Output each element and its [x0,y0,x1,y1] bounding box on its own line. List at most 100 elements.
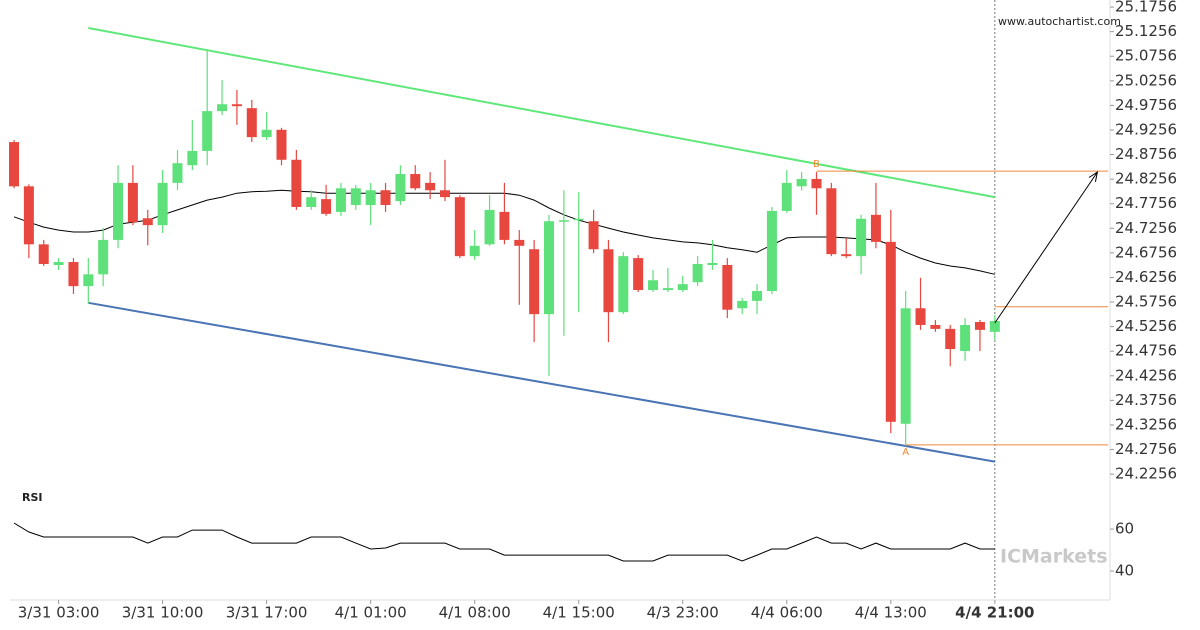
candle-body [588,221,599,250]
candle-body [826,188,837,255]
y-tick-label: 24.9256 [1115,120,1177,138]
candle-body [187,150,198,166]
x-tick-label: 4/4 13:00 [855,604,927,622]
candle-body [529,249,540,315]
y-tick-label: 24.2256 [1115,465,1177,483]
candle-body [439,190,450,198]
channel-line [88,301,995,463]
x-tick-label: 4/4 06:00 [751,604,823,622]
candle-body [127,182,138,223]
y-tick-label: 24.8756 [1115,145,1177,163]
logo: ICMarkets [1000,546,1108,568]
y-tick-label: 24.8256 [1115,170,1177,188]
candle-body [974,322,985,330]
x-tick-label: 4/3 23:00 [647,604,719,622]
y-tick-label: 25.0756 [1115,47,1177,65]
y-tick-label: 25.0256 [1115,71,1177,89]
candle-body [113,182,124,240]
candle-body [811,178,822,189]
level-label: A [902,447,909,458]
candle-body [380,190,391,206]
candle-body [484,209,495,245]
y-tick-label: 24.6256 [1115,268,1177,286]
candle-body [38,244,49,264]
candle-body [752,291,763,301]
candle-body [662,288,673,291]
y-tick-label: 24.7256 [1115,219,1177,237]
candle-body [856,218,867,257]
rsi-line [13,522,995,562]
candle-body [499,211,510,240]
candle-body [172,163,183,183]
candle-body [870,214,881,242]
y-tick-label: 24.4256 [1115,366,1177,384]
candle-body [722,264,733,310]
y-tick-label: 24.2756 [1115,440,1177,458]
candle-body [573,218,584,221]
candle-body [558,220,569,222]
y-tick-label: 24.5756 [1115,293,1177,311]
y-tick-label: 25.1756 [1115,0,1177,16]
candle-body [410,174,421,189]
candle-body [737,300,748,309]
level-label: B [813,159,820,170]
y-tick-label: 24.9756 [1115,96,1177,114]
candle-body [23,186,34,245]
candle-body [335,188,346,212]
x-tick-label: 3/31 17:00 [226,604,308,622]
candle-body [603,249,614,313]
candle-body [544,221,555,315]
candle-body [83,274,94,287]
candle-body [217,104,228,112]
candle-body [841,254,852,257]
candle-body [648,280,659,291]
candle-body [989,321,1000,332]
forecast-arrow [994,171,1098,324]
candle-body [231,104,242,107]
candle-body [142,218,153,226]
candle-body [395,174,406,202]
x-tick-label: 4/4 21:00 [955,604,1034,622]
y-tick-label: 24.3756 [1115,391,1177,409]
x-tick-label: 3/31 10:00 [122,604,204,622]
candle-body [796,178,807,187]
y-tick-label: 60 [1115,520,1134,538]
candle-body [291,159,302,207]
candle-body [930,324,941,329]
candle-body [633,258,644,291]
y-tick-label: 24.4756 [1115,342,1177,360]
candle-body [677,284,688,291]
candle-body [781,182,792,211]
y-tick-label: 25.1256 [1115,22,1177,40]
candle-body [469,245,480,257]
x-tick-label: 4/1 08:00 [439,604,511,622]
candle-body [885,241,896,422]
y-tick-label: 24.5256 [1115,317,1177,335]
y-tick-label: 24.7756 [1115,194,1177,212]
candle-body [454,197,465,257]
candle-body [425,182,436,191]
candle-body [692,263,703,283]
x-tick-label: 4/1 01:00 [335,604,407,622]
candle-body [98,239,109,275]
x-tick-label: 4/1 15:00 [543,604,615,622]
channel-line [88,27,995,199]
candle-body [321,199,332,214]
candle-body [945,328,956,350]
y-tick-label: 40 [1115,562,1134,580]
candle-body [276,129,287,160]
x-tick-label: 3/31 03:00 [18,604,100,622]
candle-body [514,239,525,246]
candle-body [365,190,376,206]
candle-body [766,210,777,292]
y-tick-label: 24.6756 [1115,243,1177,261]
candle-body [707,263,718,265]
candle-body [306,197,317,207]
rsi-title: RSI [22,491,43,504]
candle-body [915,308,926,325]
candle-body [618,256,629,313]
candle-body [960,324,971,352]
candle-body [202,111,213,151]
watermark: www.autochartist.com [998,15,1121,28]
